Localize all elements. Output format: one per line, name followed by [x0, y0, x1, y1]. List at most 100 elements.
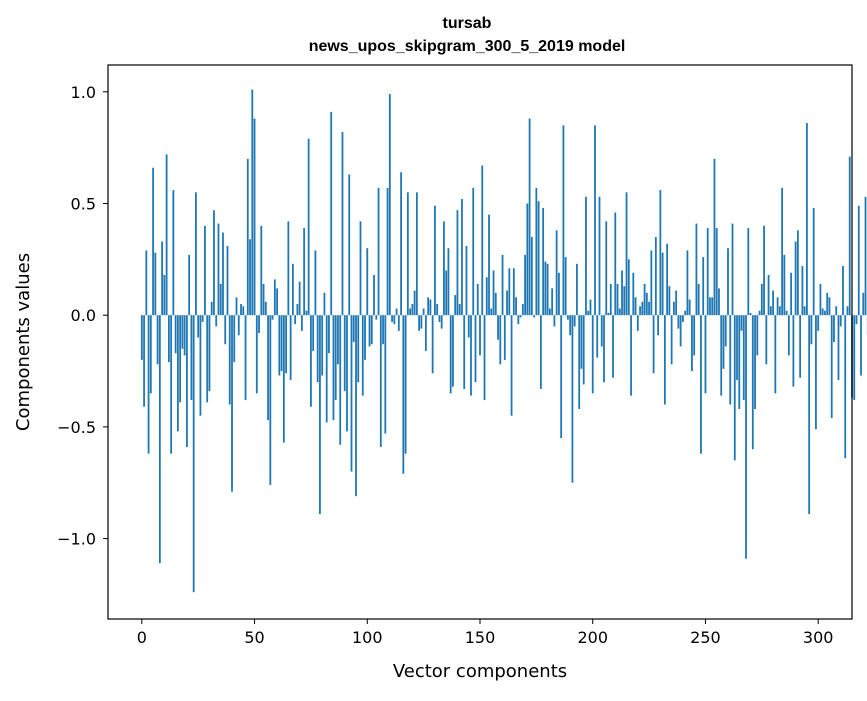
bar-component-301 [820, 284, 822, 315]
bar-component-120 [411, 304, 413, 315]
bar-component-161 [504, 315, 506, 360]
bar-component-24 [195, 192, 197, 315]
bar-component-152 [484, 315, 486, 400]
bar-component-157 [495, 293, 497, 315]
bar-component-113 [396, 308, 398, 315]
bar-component-23 [193, 315, 195, 592]
bar-component-80 [321, 315, 323, 375]
bar-component-185 [558, 273, 560, 315]
bar-component-220 [637, 315, 639, 331]
bar-component-176 [538, 201, 540, 315]
bar-component-251 [707, 228, 709, 315]
bar-component-129 [432, 315, 434, 373]
bar-component-168 [520, 315, 522, 317]
bar-component-2 [145, 250, 147, 315]
bar-component-114 [398, 315, 400, 331]
x-tick-label: 250 [690, 628, 721, 647]
bar-component-162 [506, 291, 508, 316]
bar-component-90 [344, 315, 346, 391]
bar-component-320 [862, 293, 864, 315]
bar-component-300 [817, 315, 819, 331]
bar-component-87 [337, 315, 339, 364]
bar-component-173 [531, 237, 533, 315]
bar-component-318 [858, 206, 860, 315]
x-axis-label: Vector components [393, 661, 567, 682]
bar-component-311 [842, 266, 844, 315]
bar-component-93 [351, 315, 353, 471]
bar-component-103 [373, 275, 375, 315]
bar-component-78 [317, 315, 319, 382]
bar-component-17 [179, 315, 181, 402]
bar-component-107 [382, 315, 384, 344]
bar-component-109 [387, 188, 389, 315]
bar-component-70 [299, 282, 301, 316]
bar-component-296 [808, 315, 810, 514]
bar-component-52 [258, 315, 260, 333]
bar-component-159 [499, 315, 501, 364]
bar-component-140 [457, 210, 459, 315]
bar-component-279 [770, 306, 772, 315]
bar-component-221 [639, 306, 641, 315]
bar-component-218 [632, 273, 634, 315]
bar-component-223 [644, 284, 646, 315]
bar-component-243 [689, 300, 691, 316]
bar-component-198 [587, 311, 589, 315]
bar-component-96 [357, 315, 359, 382]
bar-component-299 [815, 315, 817, 429]
bar-component-204 [601, 315, 603, 346]
bar-component-57 [269, 315, 271, 485]
bar-component-272 [754, 315, 756, 409]
bar-component-132 [439, 315, 441, 322]
bar-component-37 [224, 315, 226, 344]
bar-component-191 [572, 315, 574, 483]
bar-component-108 [384, 315, 386, 433]
y-tick-label: 0.0 [71, 306, 96, 325]
bar-component-254 [714, 159, 716, 315]
bar-component-100 [366, 248, 368, 315]
bar-component-119 [409, 308, 411, 315]
bar-component-244 [691, 315, 693, 371]
bar-component-304 [826, 293, 828, 315]
bar-component-67 [292, 264, 294, 315]
bar-component-49 [251, 90, 253, 316]
bar-component-145 [468, 315, 470, 337]
bar-component-196 [583, 315, 585, 384]
bar-component-184 [556, 230, 558, 315]
y-tick-label: −0.5 [57, 418, 96, 437]
bar-component-143 [463, 315, 465, 389]
bar-component-10 [163, 275, 165, 315]
bar-component-277 [765, 315, 767, 364]
bar-component-269 [747, 228, 749, 315]
bar-component-210 [614, 212, 616, 315]
bar-component-285 [783, 255, 785, 315]
bar-component-253 [711, 297, 713, 315]
bar-component-309 [838, 315, 840, 380]
x-tick-label: 100 [352, 628, 383, 647]
bar-component-263 [734, 315, 736, 460]
bar-component-321 [865, 197, 867, 315]
bar-component-172 [529, 119, 531, 316]
bar-component-268 [745, 315, 747, 558]
bar-component-180 [547, 264, 549, 315]
bar-component-149 [477, 284, 479, 315]
bar-component-199 [590, 300, 592, 316]
bar-component-197 [585, 197, 587, 315]
bar-component-239 [680, 315, 682, 346]
bar-component-127 [427, 297, 429, 315]
bar-component-316 [853, 315, 855, 400]
bar-component-288 [790, 273, 792, 315]
bar-component-40 [231, 315, 233, 491]
bar-component-9 [161, 241, 163, 315]
bar-component-18 [182, 315, 184, 349]
bar-component-77 [315, 250, 317, 315]
bar-component-126 [425, 315, 427, 351]
bar-component-8 [159, 315, 161, 563]
bar-component-241 [684, 311, 686, 315]
bar-component-41 [233, 315, 235, 362]
bar-component-117 [405, 315, 407, 454]
bar-component-134 [443, 221, 445, 315]
bar-component-136 [448, 248, 450, 315]
bar-component-84 [330, 112, 332, 315]
bar-component-144 [466, 246, 468, 315]
bar-component-260 [727, 248, 729, 315]
